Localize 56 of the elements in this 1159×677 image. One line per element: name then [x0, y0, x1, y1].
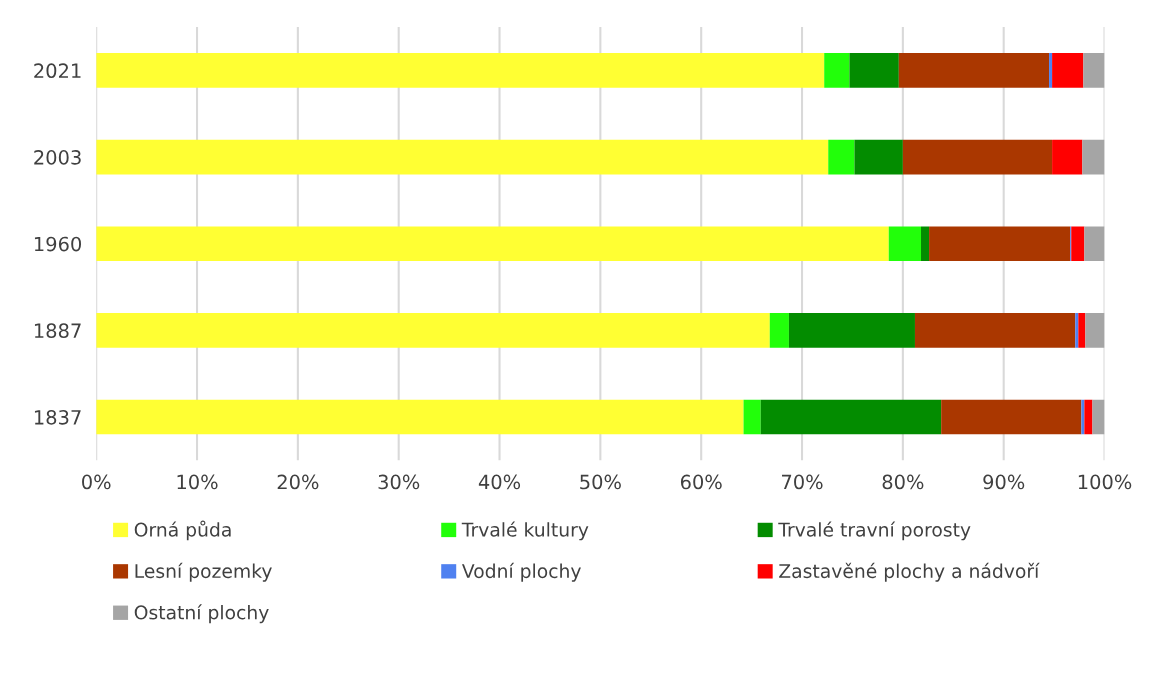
bar [760, 399, 942, 435]
bar [824, 53, 850, 88]
x-tick-label: 90% [983, 474, 1025, 490]
bar [1084, 226, 1105, 262]
bar [96, 313, 770, 348]
legend-label: Trvalé travní porosty [778, 521, 971, 541]
bar [769, 313, 789, 348]
x-tick-label: 80% [882, 474, 924, 490]
bar [929, 226, 1071, 262]
x-tick-label: 60% [680, 474, 722, 490]
x-tick-label: 70% [782, 474, 823, 490]
bar [902, 139, 1053, 175]
bar [1084, 399, 1093, 435]
bar [1071, 226, 1085, 262]
bar [1081, 399, 1085, 435]
bar [1052, 53, 1084, 88]
bar [96, 53, 825, 88]
bar [1052, 139, 1083, 175]
bar [1049, 53, 1053, 88]
bar [854, 139, 903, 175]
x-tick-label: 0% [82, 474, 111, 490]
bar [1078, 313, 1086, 348]
bar [96, 399, 744, 435]
x-tick-label: 40% [478, 474, 521, 490]
x-tick-label: 10% [177, 474, 218, 490]
bar [743, 399, 761, 435]
bar [888, 226, 922, 262]
y-tick-label: 1837 [34, 409, 81, 425]
y-tick-label: 2003 [34, 150, 81, 165]
bar [1082, 139, 1105, 175]
bar [898, 53, 1050, 88]
x-tick-label: 20% [277, 474, 319, 490]
y-tick-label: 2021 [34, 63, 81, 79]
bar [1083, 53, 1105, 88]
bar [96, 226, 889, 262]
legend-label: Vodní plochy [461, 562, 581, 582]
bar [914, 313, 1076, 348]
bar [921, 226, 930, 262]
legend-label: Ostatní plochy [134, 604, 269, 624]
bar [849, 53, 899, 88]
legend-label: Orná půda [134, 520, 231, 541]
y-tick-label: 1887 [34, 323, 81, 339]
bar [96, 139, 829, 175]
y-tick-label: 1960 [34, 236, 82, 252]
x-tick-label: 30% [378, 474, 420, 490]
bar [1075, 313, 1079, 348]
bar [1092, 399, 1105, 435]
bar [788, 313, 915, 348]
bar [1085, 313, 1105, 348]
legend-label: Zastavěné plochy a nádvoří [779, 562, 1040, 582]
bar [828, 139, 855, 175]
x-tick-label: 50% [580, 474, 621, 490]
legend-label: Lesní pozemky [135, 562, 272, 582]
x-tick-label: 100% [1078, 474, 1132, 490]
bar [941, 399, 1082, 435]
legend-label: Trvalé kultury [461, 521, 589, 541]
